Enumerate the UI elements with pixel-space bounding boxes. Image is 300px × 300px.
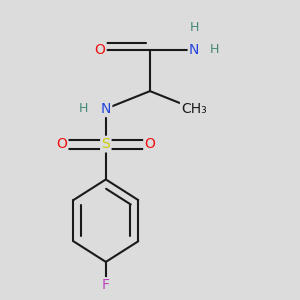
Text: O: O: [56, 137, 67, 151]
Text: H: H: [210, 44, 220, 56]
Text: F: F: [102, 278, 110, 292]
Text: CH₃: CH₃: [181, 102, 207, 116]
Text: S: S: [101, 137, 110, 151]
Text: H: H: [190, 21, 199, 34]
Text: N: N: [100, 102, 111, 116]
Text: O: O: [145, 137, 155, 151]
Text: O: O: [94, 43, 105, 57]
Text: H: H: [79, 102, 88, 115]
Text: N: N: [189, 43, 200, 57]
